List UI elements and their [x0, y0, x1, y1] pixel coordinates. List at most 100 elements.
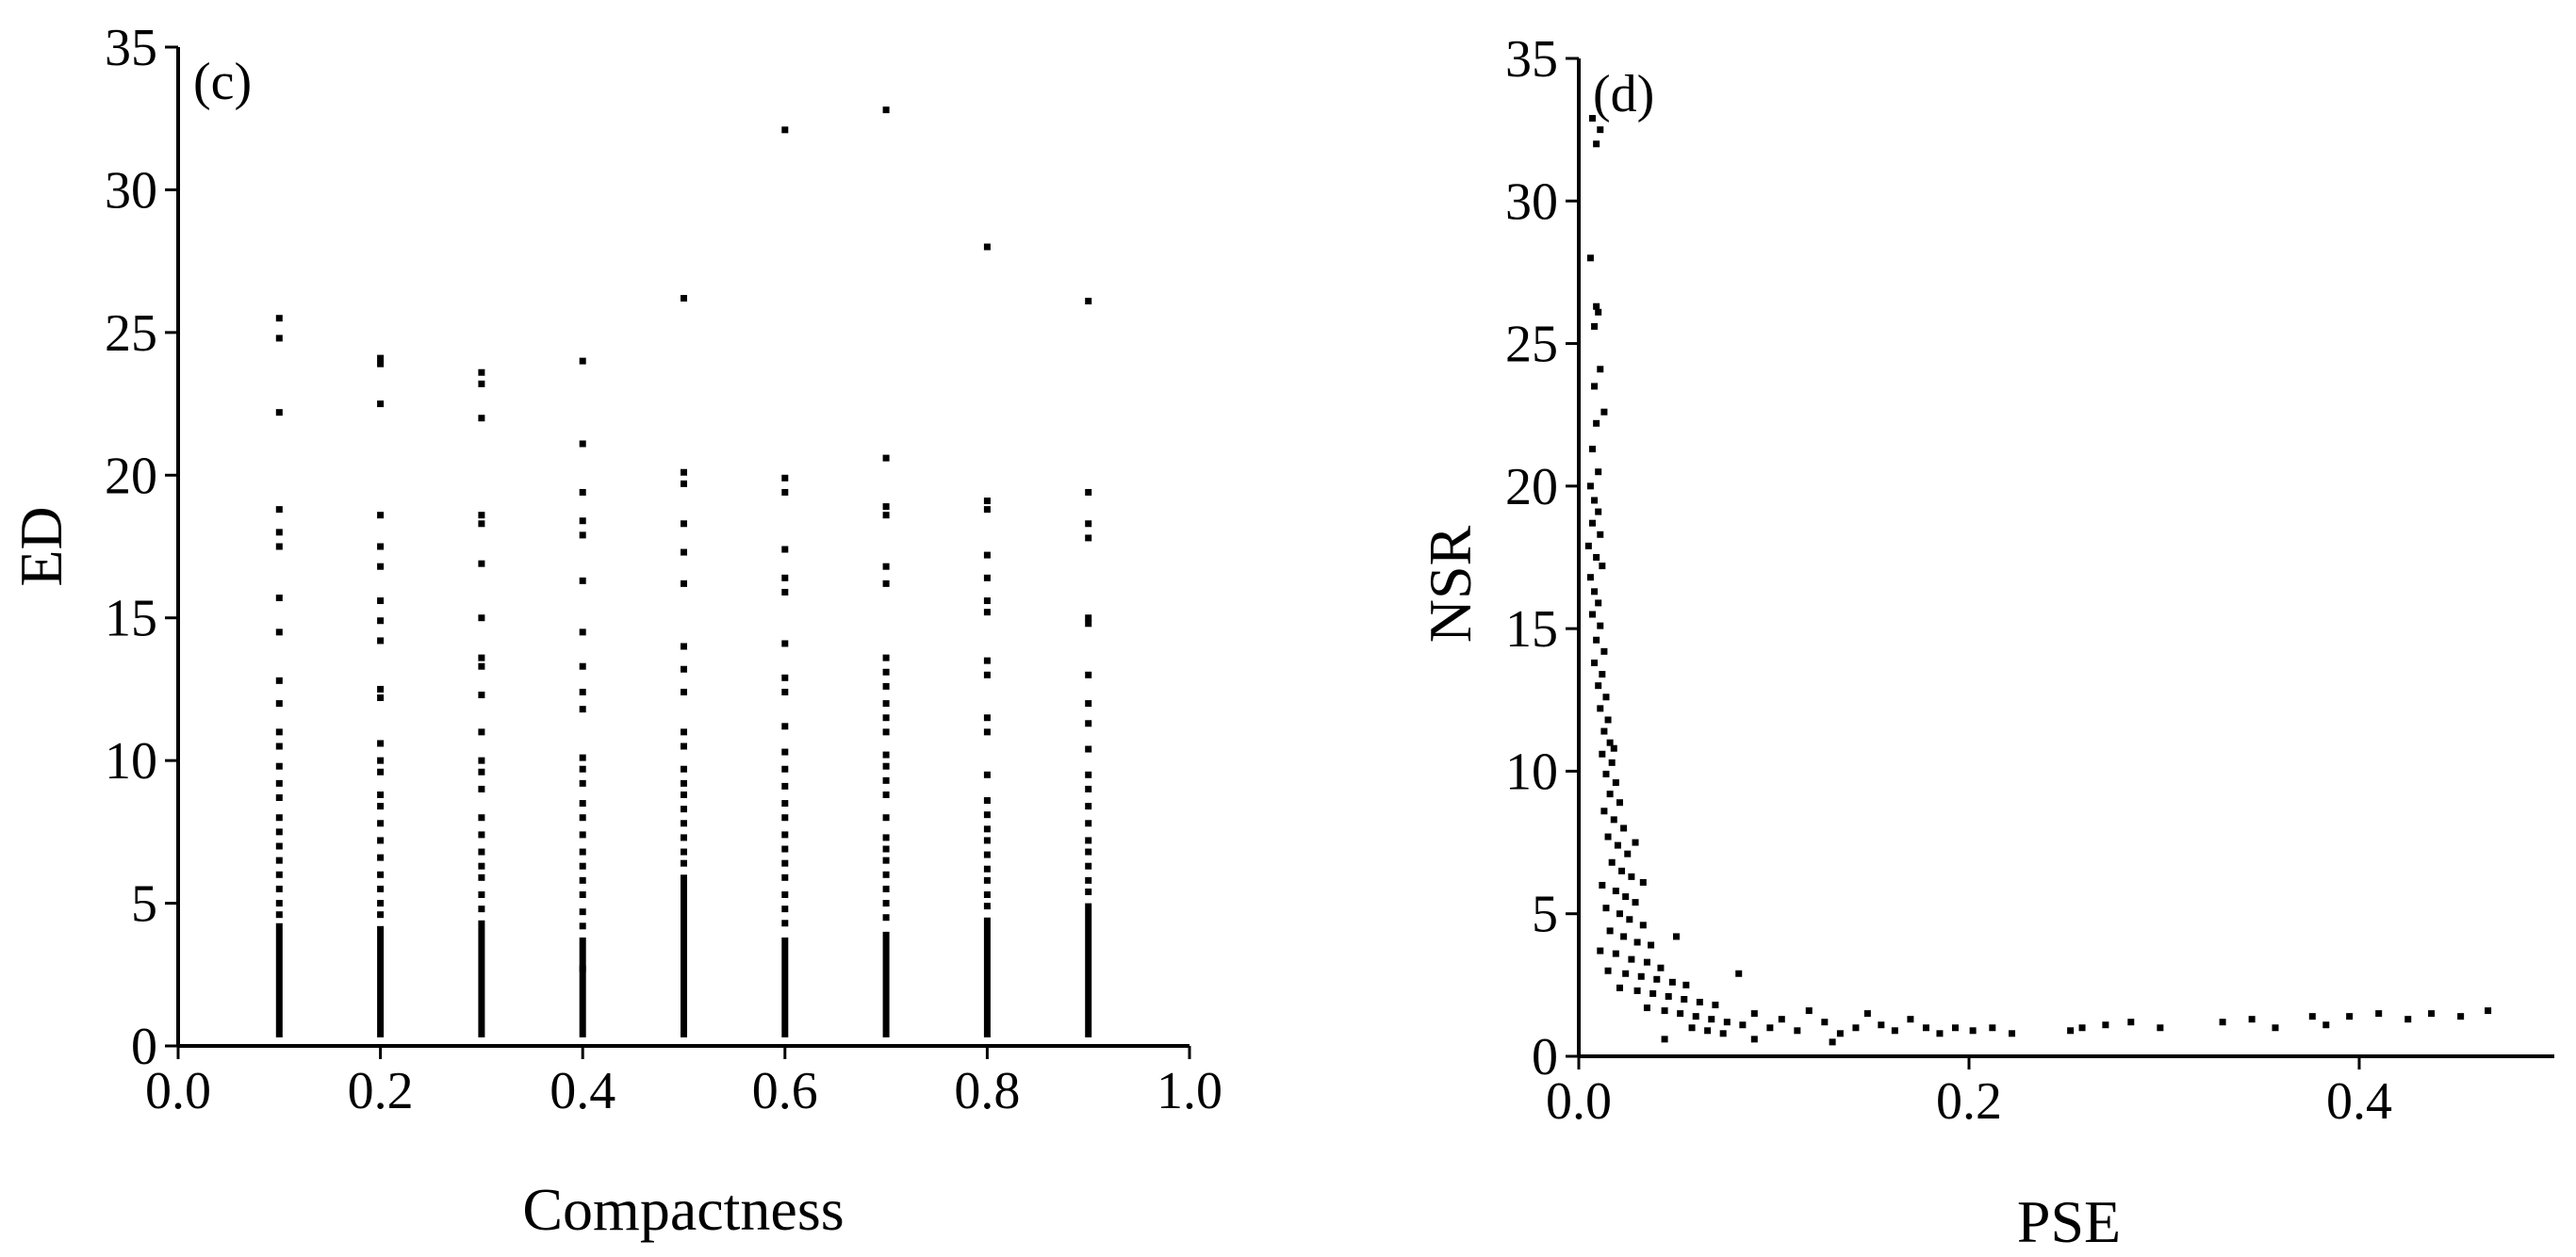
chart-d-point: [1597, 126, 1604, 134]
chart-d-point: [1604, 716, 1612, 724]
chart-d-point: [1632, 899, 1639, 906]
chart-c-point: [478, 873, 485, 881]
chart-c-dense-column: [275, 922, 283, 1037]
chart-c-point: [681, 834, 687, 841]
chart-c-point: [983, 837, 991, 844]
chart-c-point: [882, 914, 890, 922]
chart-c-point: [478, 862, 485, 870]
chart-c-point: [1085, 888, 1092, 895]
chart-c-dense-column: [983, 917, 991, 1037]
chart-c-y-tick-label: 25: [105, 304, 157, 363]
chart-d-point: [1805, 1007, 1813, 1015]
chart-d-point: [1653, 975, 1661, 983]
chart-d-point: [1649, 989, 1657, 997]
chart-c-point: [275, 911, 283, 919]
chart-d-point: [1863, 1010, 1871, 1018]
chart-d-point: [1597, 622, 1604, 629]
chart-c-point: [377, 911, 385, 919]
chart-d-point: [1878, 1021, 1885, 1029]
chart-c-point: [478, 512, 485, 519]
chart-d-point: [1750, 1010, 1758, 1018]
chart-c-point: [478, 768, 485, 775]
chart-c-point: [579, 531, 586, 539]
chart-d-point: [1588, 115, 1596, 122]
chart-c-point: [882, 762, 890, 770]
chart-d-point: [2322, 1021, 2330, 1029]
chart-c-point: [781, 890, 789, 898]
chart-c-point: [579, 706, 586, 713]
chart-c-point: [377, 757, 385, 764]
chart-d-point: [1622, 893, 1630, 901]
chart-c-point: [882, 900, 890, 907]
chart-d-point: [1610, 816, 1617, 824]
chart-d-point: [1595, 308, 1602, 316]
chart-c-point: [377, 694, 385, 702]
chart-d-point: [1668, 978, 1676, 986]
chart-c-point: [983, 714, 991, 722]
chart-c-point: [882, 668, 890, 676]
chart-d-point: [1597, 531, 1604, 538]
chart-c-x-tick-label: 1.0: [1157, 1062, 1222, 1120]
chart-d-point: [1595, 508, 1602, 515]
chart-c-point: [882, 834, 890, 841]
chart-c-point: [377, 563, 385, 570]
chart-c-point: [275, 628, 283, 636]
chart-c-point: [681, 480, 687, 487]
chart-c-point: [275, 779, 283, 787]
chart-c-point: [579, 357, 586, 365]
chart-d-point: [1766, 1024, 1774, 1032]
chart-c-point: [275, 543, 283, 550]
chart-c-dense-column: [681, 874, 687, 1037]
chart-d-point: [1836, 1030, 1844, 1037]
chart-d-point: [1588, 611, 1596, 618]
chart-c-point: [983, 551, 991, 559]
chart-c-point: [579, 779, 586, 787]
chart-d-point: [1628, 873, 1635, 880]
chart-c-point: [681, 688, 687, 695]
chart-c-x-axis-title: Compactness: [522, 1176, 844, 1243]
chart-d-panel-label: (d): [1593, 65, 1654, 123]
chart-c-point: [275, 335, 283, 342]
chart-c-point: [681, 665, 687, 673]
chart-d-point: [1735, 970, 1743, 977]
chart-d-point: [1593, 140, 1600, 148]
chart-d-point: [1673, 933, 1680, 940]
chart-c-point: [1085, 803, 1092, 810]
chart-c-point: [1085, 720, 1092, 727]
chart-c-point: [781, 588, 789, 596]
chart-c-point: [882, 563, 890, 570]
chart-c-point: [781, 845, 789, 853]
chart-c-point: [781, 688, 789, 695]
chart-d-point: [1591, 497, 1599, 504]
chart-c-y-tick-label: 0: [131, 1018, 157, 1076]
chart-d-point: [1723, 1019, 1731, 1026]
chart-c-point: [983, 890, 991, 898]
chart-c-point: [983, 728, 991, 736]
chart-d-x-tick-label: 0.2: [1936, 1072, 2002, 1131]
chart-c-point: [579, 876, 586, 884]
chart-c-point: [275, 857, 283, 864]
chart-c-point: [781, 920, 789, 927]
chart-c-point: [478, 520, 485, 528]
chart-c-point: [781, 859, 789, 867]
chart-c-point: [681, 548, 687, 556]
chart-d-point: [1595, 468, 1602, 476]
chart-c-point: [681, 468, 687, 476]
chart-c-point: [478, 380, 485, 387]
chart-d-point: [1639, 878, 1647, 886]
chart-d-point: [1682, 981, 1690, 988]
chart-c-point: [1085, 534, 1092, 542]
chart-c-point: [882, 791, 890, 798]
chart-c-point: [478, 614, 485, 622]
chart-c-ticks: 0.0 0.2 0.4 0.6 0.8 1.0 0 5 10 15 20 25 30 35: [105, 19, 1222, 1120]
chart-d-y-tick-label: 0: [1532, 1028, 1558, 1086]
chart-c-y-tick-label: 30: [105, 161, 157, 220]
chart-c-point: [882, 512, 890, 519]
chart-c-point: [781, 126, 789, 134]
chart-c-point: [882, 814, 890, 822]
chart-c-point: [275, 814, 283, 822]
chart-c-point: [275, 794, 283, 802]
chart-d-point: [1600, 727, 1608, 735]
chart-d-y-tick-label: 5: [1532, 886, 1558, 944]
chart-d-point: [1606, 791, 1614, 798]
